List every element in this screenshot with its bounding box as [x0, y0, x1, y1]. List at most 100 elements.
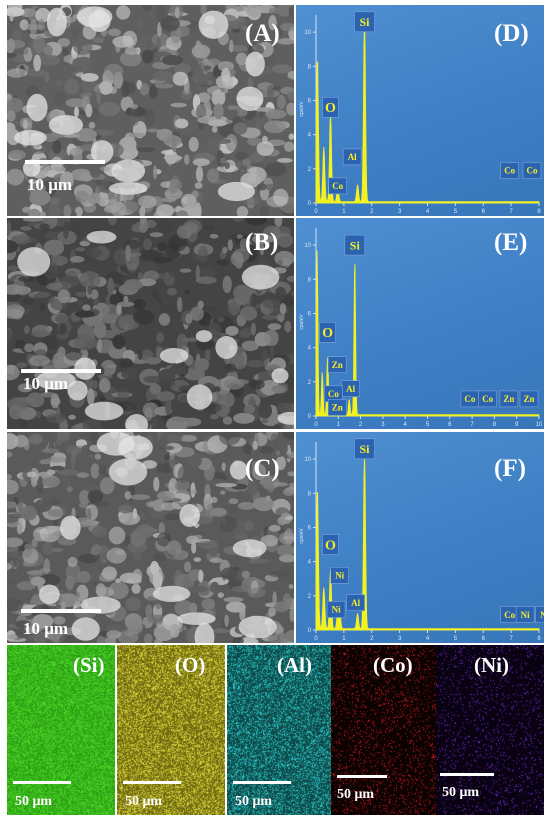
sem-particle — [232, 637, 244, 643]
peak-label: O — [325, 538, 336, 553]
sem-particle — [181, 337, 200, 342]
sem-particle — [125, 597, 142, 612]
sem-particle — [64, 78, 80, 95]
sem-particle — [209, 507, 227, 517]
sem-particle — [201, 218, 223, 221]
sem-particle — [221, 67, 231, 83]
sem-particle — [190, 306, 204, 321]
sem-bright-particle — [48, 115, 83, 135]
peak-label: Zn — [503, 394, 514, 404]
sem-particle — [230, 504, 237, 514]
sem-particle — [275, 402, 292, 414]
sem-particle — [130, 104, 139, 110]
sem-particle — [262, 314, 277, 320]
sem-particle — [244, 520, 254, 532]
sem-particle — [216, 259, 230, 266]
sem-particle — [211, 126, 218, 133]
sem-particle — [166, 540, 182, 556]
sem-particle — [52, 616, 66, 625]
sem-particle — [256, 183, 268, 191]
sem-particle — [222, 275, 232, 294]
sem-particle — [152, 70, 174, 85]
sem-particle — [7, 52, 17, 59]
sem-particle — [197, 540, 218, 550]
map-label-o: (O) — [175, 653, 206, 677]
sem-particle — [161, 149, 176, 155]
sem-particle — [219, 157, 226, 164]
sem-particle — [184, 561, 192, 573]
sem-particle — [222, 416, 233, 425]
sem-particle — [123, 221, 133, 231]
sem-particle — [233, 412, 255, 424]
sem-bright-particle — [36, 370, 76, 390]
sem-particle — [259, 206, 270, 216]
sem-particle — [15, 620, 31, 628]
sem-particle — [106, 547, 127, 564]
sem-particle — [124, 491, 132, 500]
peak-label-box — [535, 606, 544, 623]
sem-particle — [74, 206, 83, 216]
sem-particle — [260, 419, 269, 424]
sem-particle — [77, 300, 83, 306]
sem-particle — [174, 573, 195, 591]
sem-particle — [119, 358, 133, 369]
sem-particle — [65, 445, 79, 455]
x-tick-label: 8 — [537, 636, 541, 642]
sem-particle — [12, 30, 22, 41]
sem-particle — [171, 417, 190, 422]
sem-particle — [97, 191, 109, 207]
sem-particle — [213, 103, 224, 120]
sem-particle — [246, 359, 264, 368]
sem-particle — [277, 158, 293, 163]
sem-particle — [7, 168, 25, 186]
peak-label: Zn — [332, 360, 343, 370]
sem-particle — [39, 568, 51, 573]
sem-particle — [121, 367, 139, 380]
sem-particle — [268, 15, 277, 31]
sem-particle — [146, 614, 167, 624]
sem-particle — [195, 165, 204, 183]
sem-particle — [201, 306, 217, 311]
sem-particle — [124, 47, 138, 55]
sem-particle — [115, 578, 121, 583]
sem-particle — [44, 72, 50, 83]
sem-particle — [75, 190, 89, 203]
sem-particle — [73, 334, 96, 351]
sem-particle — [90, 91, 112, 105]
sem-particle — [28, 434, 43, 445]
sem-particle — [201, 598, 216, 610]
sem-particle — [268, 607, 277, 617]
sem-particle — [76, 584, 89, 603]
sem-particle — [99, 166, 110, 172]
sem-particle — [152, 571, 163, 590]
sem-image-a: (A) 10 μm — [7, 5, 294, 216]
sem-particle — [220, 490, 226, 495]
sem-particle — [241, 340, 260, 352]
sem-particle — [262, 298, 281, 309]
peak-label-box — [500, 162, 519, 179]
sem-particle — [286, 275, 294, 283]
sem-particle — [46, 456, 67, 463]
sem-bright-particle — [271, 368, 289, 384]
map-scale-label-si: 50 μm — [15, 794, 53, 809]
sem-particle — [240, 637, 259, 643]
sem-particle — [284, 629, 294, 642]
sem-particle — [30, 576, 46, 586]
sem-particle — [136, 147, 156, 153]
sem-particle — [276, 38, 294, 45]
sem-particle — [196, 103, 207, 120]
sem-particle — [265, 183, 276, 191]
peak-label: Co — [504, 610, 515, 620]
sem-particle — [186, 194, 196, 206]
sem-particle — [88, 121, 96, 129]
sem-particle — [7, 633, 18, 641]
sem-particle — [17, 383, 33, 393]
sem-particle — [156, 242, 168, 252]
sem-particle — [157, 22, 162, 37]
sem-particle — [31, 538, 38, 548]
sem-particle — [268, 524, 281, 532]
sem-particle — [259, 446, 274, 454]
x-tick-label: 6 — [448, 422, 452, 428]
sem-particle — [58, 260, 64, 267]
panel-letter-e: (E) — [494, 229, 528, 256]
